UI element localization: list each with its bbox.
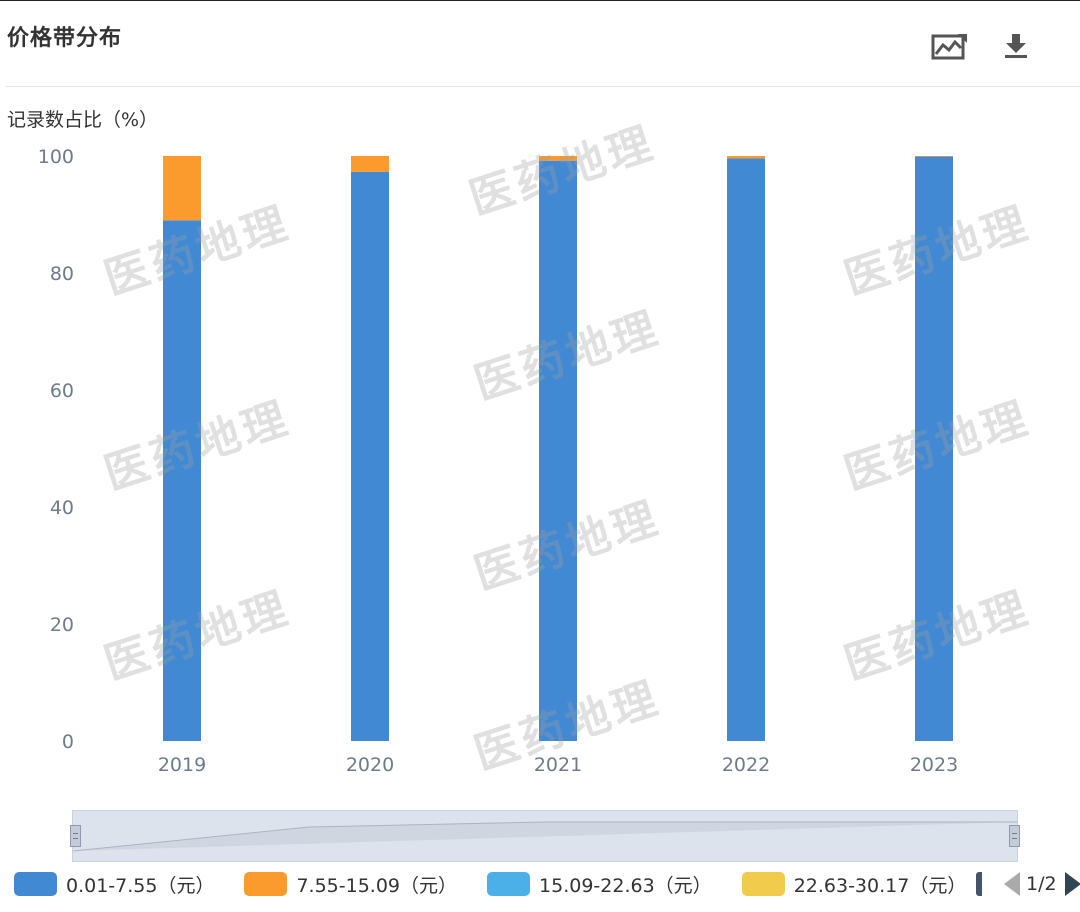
legend-item-2[interactable]: 15.09-22.63（元） xyxy=(487,871,712,898)
x-tick-label: 2019 xyxy=(158,754,206,776)
bar-segment-2021-series-1[interactable] xyxy=(539,156,577,161)
legend-swatch xyxy=(14,872,57,896)
bar-segment-2021-series-0[interactable] xyxy=(539,160,577,741)
legend-label: 0.01-7.55（元） xyxy=(66,874,215,897)
legend-next-icon[interactable] xyxy=(1064,872,1080,896)
x-tick-label: 2020 xyxy=(346,754,394,776)
bar-segment-2023-series-1[interactable] xyxy=(915,156,953,157)
bar-segment-2023-series-0[interactable] xyxy=(915,156,953,742)
legend: 0.01-7.55（元） 7.55-15.09（元） 15.09-22.63（元… xyxy=(14,866,1080,902)
chart-image-icon xyxy=(931,34,967,60)
bar-segment-2020-series-1[interactable] xyxy=(351,156,389,172)
legend-page-indicator: 1/2 xyxy=(1026,873,1057,895)
legend-swatch xyxy=(487,872,531,896)
legend-swatch-partial xyxy=(976,872,982,896)
top-border xyxy=(0,0,1080,1)
x-tick-label: 2021 xyxy=(534,754,582,776)
download-icon xyxy=(1005,34,1027,58)
bar-segment-2022-series-0[interactable] xyxy=(727,158,765,742)
zoom-handle-left[interactable] xyxy=(70,825,81,847)
legend-pager: 1/2 xyxy=(976,872,1080,896)
legend-label: 22.63-30.17（元） xyxy=(793,874,967,897)
legend-swatch xyxy=(741,872,785,896)
bar-segment-2019-series-0[interactable] xyxy=(163,220,201,742)
x-tick-label: 2023 xyxy=(910,754,958,776)
y-tick-label: 60 xyxy=(50,380,74,402)
y-tick-label: 100 xyxy=(38,146,74,168)
stacked-bar-chart: 0 20 40 60 80 100 2019 2020 2021 2022 2023 xyxy=(38,146,958,776)
header-divider xyxy=(5,86,1080,87)
legend-label: 7.55-15.09（元） xyxy=(296,874,458,897)
y-tick-label: 0 xyxy=(62,731,74,753)
y-tick-label: 40 xyxy=(50,497,74,519)
y-tick-label: 80 xyxy=(50,263,74,285)
download-button[interactable] xyxy=(996,30,1036,62)
legend-swatch xyxy=(244,872,288,896)
x-tick-label: 2022 xyxy=(722,754,770,776)
y-tick-label: 20 xyxy=(50,614,74,636)
legend-item-1[interactable]: 7.55-15.09（元） xyxy=(244,871,457,898)
chart-toolbar xyxy=(930,30,1036,62)
chart-title: 价格带分布 xyxy=(7,26,123,51)
legend-prev-icon[interactable] xyxy=(1004,872,1020,896)
bar-segment-2019-series-1[interactable] xyxy=(163,156,201,221)
zoom-handle-right[interactable] xyxy=(1009,825,1020,847)
y-axis-title: 记录数占比（%） xyxy=(7,109,159,131)
bar-segment-2022-series-1[interactable] xyxy=(727,156,765,159)
bar-segment-2020-series-0[interactable] xyxy=(351,171,389,742)
zoom-preview-line xyxy=(73,821,1017,852)
legend-item-0[interactable]: 0.01-7.55（元） xyxy=(14,871,214,898)
legend-label: 15.09-22.63（元） xyxy=(539,874,712,897)
data-zoom-slider[interactable] xyxy=(70,810,1020,862)
save-as-image-button[interactable] xyxy=(930,30,970,62)
legend-item-3[interactable]: 22.63-30.17（元） xyxy=(741,871,967,898)
